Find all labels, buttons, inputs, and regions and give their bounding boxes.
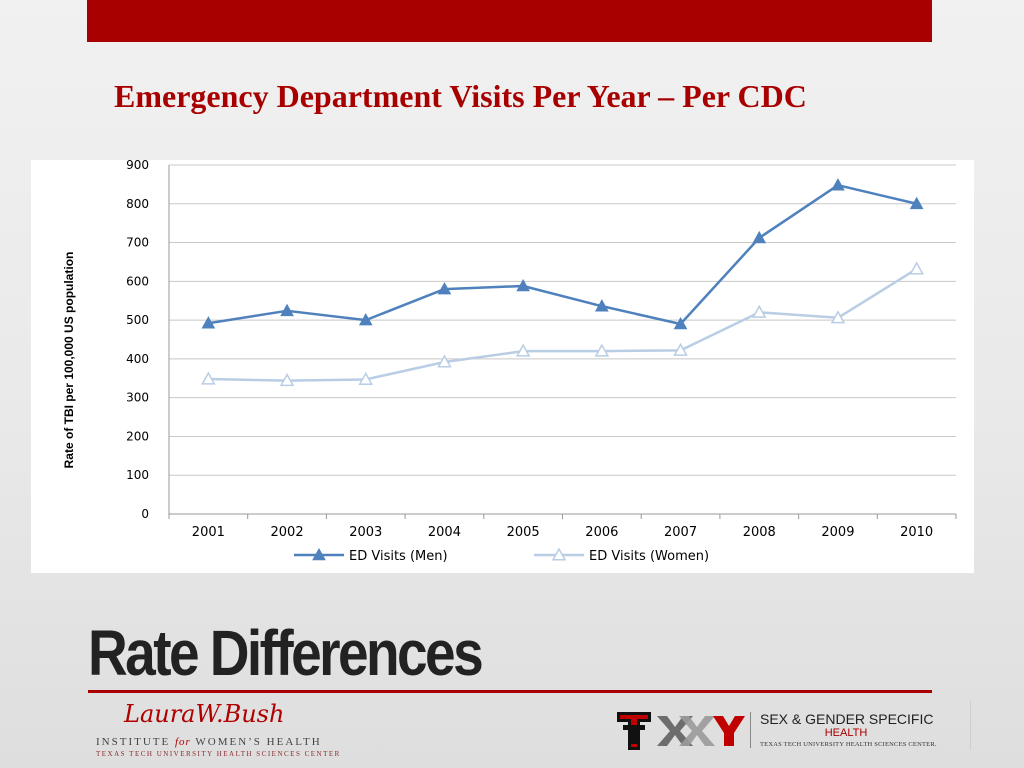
x-tick-label: 2010 — [900, 525, 933, 540]
x-tick-label: 2005 — [507, 525, 540, 540]
y-axis-label: Rate of TBI per 100,000 US population — [62, 252, 76, 469]
logo-institute-word: INSTITUTE — [96, 736, 171, 748]
y-tick-label: 500 — [126, 313, 149, 327]
sgs-ttuhsc: TEXAS TECH UNIVERSITY HEALTH SCIENCES CE… — [760, 741, 937, 748]
y-tick-label: 0 — [141, 507, 149, 521]
data-point — [909, 261, 924, 275]
logo-for-word: for — [174, 736, 191, 748]
data-point — [594, 343, 610, 357]
x-tick-label: 2002 — [271, 525, 304, 540]
sgs-title: SEX & GENDER SPECIFIC — [760, 711, 934, 727]
data-point — [201, 371, 216, 385]
data-point — [358, 371, 374, 385]
data-point — [909, 196, 924, 210]
section-heading: Rate Differences — [88, 617, 484, 689]
heading-underline — [88, 690, 932, 693]
series-line — [208, 183, 917, 326]
x-tick-label: 2008 — [743, 525, 776, 540]
data-point — [437, 282, 452, 295]
data-point — [673, 342, 688, 356]
x-tick-label: 2003 — [349, 525, 382, 540]
legend-marker — [312, 547, 326, 561]
logo-script-text: LauraW.Bush — [124, 700, 285, 728]
gridlines — [169, 164, 956, 476]
legend-marker — [551, 547, 567, 561]
logo-institute-line: INSTITUTE for WOMEN’S HEALTH — [96, 736, 322, 748]
logo-womens-health: WOMEN’S HEALTH — [195, 736, 322, 748]
sgs-health: HEALTH — [824, 727, 868, 739]
data-point — [516, 278, 530, 292]
y-tick-label: 300 — [126, 391, 149, 405]
x-tick-label: 2006 — [585, 525, 618, 540]
y-tick-label: 800 — [126, 197, 149, 211]
y-tick-label: 700 — [126, 236, 149, 250]
legend-label: ED Visits (Women) — [589, 549, 709, 564]
chart-panel: 0 100 200 300 400 500 600 700 800 900 2001 2002 2003… — [31, 160, 974, 573]
y-tick-label: 400 — [126, 352, 149, 366]
data-point — [201, 316, 216, 329]
y-tick-label: 900 — [126, 160, 149, 172]
data-point — [437, 354, 452, 368]
series-line — [208, 267, 918, 382]
legend: ED Visits (Men) ED Visits (Women) — [294, 547, 709, 564]
texas-tech-double-t-icon — [617, 712, 651, 750]
logo-divider — [750, 712, 751, 748]
header-bar — [87, 0, 932, 42]
data-point — [595, 299, 609, 312]
data-point — [830, 310, 846, 324]
axes: 0 100 200 300 400 500 600 700 800 900 2001 2002 2003… — [126, 160, 957, 540]
data-point — [751, 304, 767, 318]
legend-label: ED Visits (Men) — [349, 549, 448, 564]
x-tick-label: 2009 — [821, 525, 854, 540]
x-tick-label: 2001 — [192, 525, 225, 540]
y-tick-label: 100 — [126, 468, 149, 482]
data-point — [831, 178, 845, 191]
data-point — [279, 373, 295, 387]
logo-ttuhsc-line: TEXAS TECH UNIVERSITY HEALTH SCIENCES CE… — [96, 750, 341, 758]
laura-bush-institute-logo: LauraW.Bush INSTITUTE for WOMEN’S HEALTH… — [92, 700, 342, 760]
data-point — [752, 230, 767, 244]
x-tick-label: 2007 — [664, 525, 697, 540]
data-point — [673, 316, 688, 330]
slide-title: Emergency Department Visits Per Year – P… — [114, 78, 807, 114]
y-tick-label: 600 — [126, 274, 149, 288]
y-tick-label: 200 — [126, 429, 149, 443]
data-point — [358, 313, 373, 326]
xxy-logo-icon — [657, 716, 745, 746]
data-series — [201, 178, 924, 387]
data-point — [515, 343, 531, 357]
x-tick-label: 2004 — [428, 525, 461, 540]
slide-edge-divider — [970, 700, 971, 750]
line-chart: 0 100 200 300 400 500 600 700 800 900 2001 2002 2003… — [62, 160, 957, 564]
data-point — [280, 303, 294, 317]
